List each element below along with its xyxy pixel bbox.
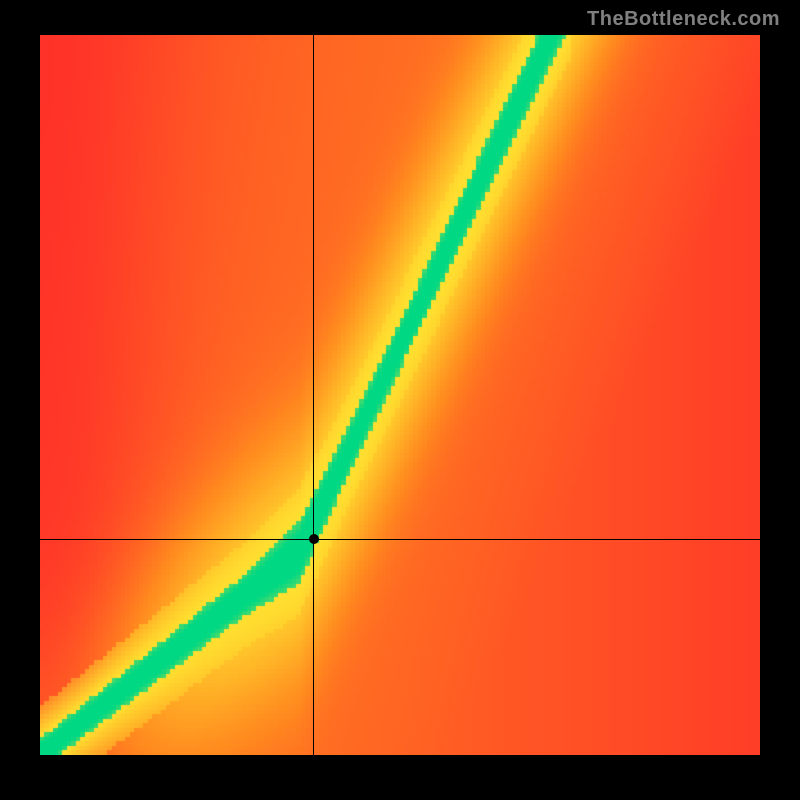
- crosshair-horizontal: [40, 539, 760, 540]
- figure-root: TheBottleneck.com: [0, 0, 800, 800]
- marker-point: [309, 534, 319, 544]
- crosshair-vertical: [313, 35, 314, 755]
- plot-area: [40, 35, 760, 755]
- heatmap-canvas: [40, 35, 760, 755]
- watermark-text: TheBottleneck.com: [587, 8, 780, 31]
